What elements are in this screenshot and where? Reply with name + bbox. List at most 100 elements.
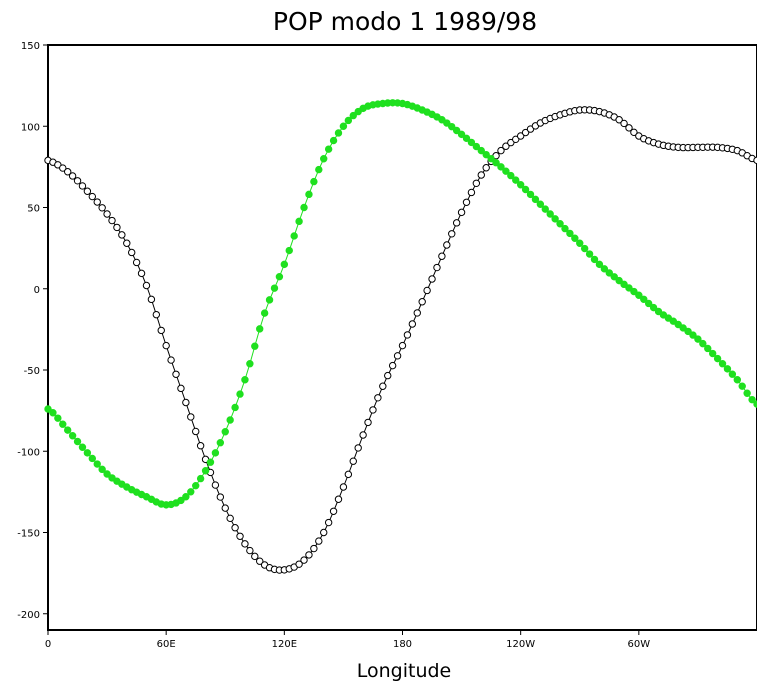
series-2-point	[300, 203, 308, 212]
series-2-point	[344, 116, 353, 125]
series-1-point	[167, 356, 175, 364]
series-1-point	[123, 239, 131, 247]
series-2-point	[467, 138, 476, 147]
series-1-point	[512, 135, 520, 144]
series-2-point	[256, 325, 264, 333]
series-1-point	[182, 398, 190, 407]
series-2-point	[315, 165, 323, 174]
series-1-point	[374, 394, 382, 402]
series-2-point	[679, 324, 687, 332]
series-2-point	[103, 470, 111, 478]
series-1-point	[68, 172, 77, 180]
series-1-point	[507, 138, 515, 147]
series-1-point	[196, 442, 205, 450]
series-2-point	[718, 360, 727, 368]
series-1-point	[620, 119, 628, 128]
series-2-point	[324, 145, 333, 153]
x-tick-label: 120W	[506, 639, 535, 650]
series-2-point	[236, 390, 244, 398]
series-1-point	[142, 281, 151, 290]
series-1-point	[497, 146, 505, 155]
series-1-point	[256, 557, 264, 565]
series-1-point	[428, 275, 436, 283]
series-2-point	[708, 349, 717, 358]
series-1-point	[477, 171, 485, 179]
series-1-point	[236, 532, 244, 540]
series-2-point	[516, 181, 525, 189]
series-1-point	[98, 204, 106, 212]
series-2-point	[221, 428, 229, 436]
series-1-point	[615, 116, 623, 124]
series-1-point	[384, 371, 392, 380]
series-2-point	[526, 190, 535, 199]
series-2-point	[452, 126, 461, 135]
series-2-point	[713, 354, 722, 363]
series-1-point	[300, 556, 308, 564]
series-2-point	[280, 260, 289, 269]
series-1-point	[329, 507, 338, 515]
series-1-point	[393, 352, 402, 360]
series-2-point	[497, 163, 505, 171]
series-2-point	[546, 210, 554, 218]
series-2-point	[59, 420, 67, 428]
series-1-point	[630, 128, 638, 137]
series-2-point	[556, 220, 564, 228]
series-1-point	[118, 231, 126, 239]
chart-title: POP modo 1 1989/98	[273, 7, 537, 36]
series-2-point	[285, 246, 293, 255]
series-2-point	[521, 185, 530, 194]
series-1-point	[413, 309, 421, 317]
series-2-point	[241, 376, 249, 384]
series-1-point	[132, 258, 141, 267]
series-1-point	[369, 406, 377, 414]
y-tick-label: -100	[17, 447, 40, 458]
series-2-point	[600, 265, 609, 273]
x-tick-label: 60E	[157, 639, 176, 650]
x-axis-label: Longitude	[357, 660, 452, 682]
series-1-point	[78, 182, 87, 190]
series-1-point	[226, 514, 234, 523]
series-2-point	[216, 439, 225, 447]
x-tick-label: 180	[393, 639, 412, 650]
series-1-point	[418, 298, 426, 306]
series-2-point	[265, 296, 274, 304]
series-2-point	[615, 276, 623, 285]
series-2-point	[290, 232, 298, 240]
series-1-point	[103, 210, 111, 218]
series-1-point	[295, 560, 303, 568]
series-1-point	[349, 457, 357, 465]
series-2-point	[723, 365, 732, 373]
series-2-point	[54, 414, 62, 422]
series-1-point	[482, 164, 490, 172]
series-2-point	[260, 309, 269, 317]
series-1-point	[516, 132, 525, 140]
series-1-point	[354, 444, 362, 452]
series-1-point	[315, 537, 323, 545]
series-1-point	[63, 168, 72, 176]
series-2-point	[305, 190, 313, 199]
y-tick-label: 150	[21, 41, 40, 52]
series-1-point	[502, 142, 510, 150]
series-1-point	[452, 219, 461, 227]
series-2-point	[753, 400, 757, 408]
series-2-point	[329, 136, 338, 145]
series-1-point	[423, 286, 431, 295]
series-1-point	[241, 540, 249, 548]
series-2-point	[211, 449, 220, 457]
series-1-point	[320, 528, 328, 537]
series-1-point	[83, 187, 92, 195]
series-1-point	[339, 483, 348, 491]
series-1-point	[408, 320, 417, 328]
series-2-point	[295, 217, 303, 226]
series-1-point	[403, 331, 412, 339]
series-1-point	[216, 493, 225, 501]
series-2-point	[649, 303, 658, 312]
series-2-point	[630, 287, 638, 296]
series-1-point	[128, 248, 136, 257]
series-2-point	[561, 224, 569, 233]
series-1-point	[521, 128, 530, 137]
y-tick-label: 0	[34, 285, 40, 296]
series-2-point	[231, 403, 239, 412]
series-1-point	[379, 382, 387, 390]
